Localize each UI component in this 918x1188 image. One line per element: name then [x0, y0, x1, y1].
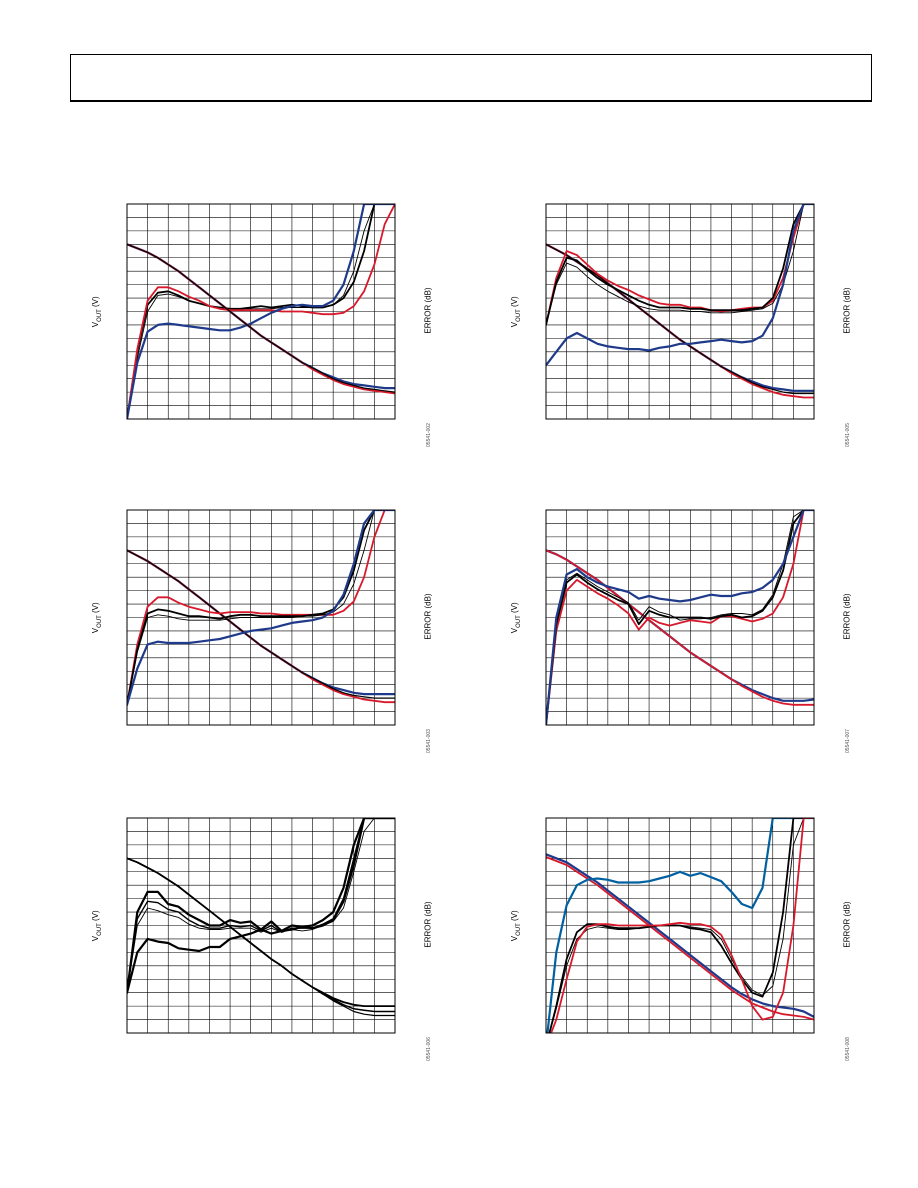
series-line	[546, 549, 814, 706]
series-line	[546, 510, 814, 725]
chart-svg	[545, 817, 815, 1034]
y-axis-label-left: VOUT (V)	[510, 910, 522, 942]
plot-frame	[126, 509, 396, 726]
series-line	[127, 510, 395, 706]
figure-id-label: 05541-002	[426, 423, 432, 447]
y-axis-label-left: VOUT (V)	[91, 602, 103, 634]
chart-panel: VOUT (V) ERROR (dB) 05541-008	[503, 806, 852, 1076]
plot-frame	[545, 817, 815, 1034]
y-axis-label-right: ERROR (dB)	[842, 593, 852, 640]
chart-svg	[126, 203, 396, 420]
y-axis-label-left: VOUT (V)	[510, 296, 522, 328]
figure-id-label: 05541-005	[845, 423, 851, 447]
chart-svg	[126, 509, 396, 726]
y-axis-label-right: ERROR (dB)	[842, 287, 852, 334]
grid	[127, 204, 395, 419]
chart-panel: VOUT (V) ERROR (dB) 05541-006	[84, 806, 433, 1076]
series-line	[546, 243, 814, 395]
y-axis-label-left: VOUT (V)	[91, 296, 103, 328]
series-line	[127, 857, 395, 1017]
series-line	[127, 510, 395, 706]
plot-frame	[126, 203, 396, 420]
series-line	[127, 818, 395, 994]
series-line	[546, 856, 814, 1021]
series-line	[127, 510, 395, 706]
series-line	[546, 510, 814, 725]
chart-panel: VOUT (V) ERROR (dB) 05541-007	[503, 498, 852, 768]
plot-frame	[545, 203, 815, 420]
series-line	[127, 818, 395, 994]
series-line	[550, 818, 814, 1033]
y-axis-label-right: ERROR (dB)	[842, 901, 852, 948]
chart-panel: VOUT (V) ERROR (dB) 05541-003	[84, 498, 433, 768]
plot-frame	[126, 817, 396, 1034]
series-line	[127, 857, 395, 1013]
figure-id-label: 05541-008	[845, 1037, 851, 1061]
figure-id-label: 05541-006	[426, 1037, 432, 1061]
figure-id-label: 05541-007	[845, 729, 851, 753]
series-line	[546, 204, 814, 367]
series-line	[546, 204, 814, 326]
y-axis-label-right: ERROR (dB)	[423, 593, 433, 640]
series-line	[546, 853, 814, 1018]
y-axis-label-left: VOUT (V)	[510, 602, 522, 634]
series-line	[127, 204, 395, 419]
series-line	[127, 243, 395, 393]
grid	[127, 818, 395, 1033]
y-axis-label-right: ERROR (dB)	[423, 287, 433, 334]
series-line	[127, 204, 395, 419]
chart-panel: VOUT (V) ERROR (dB) 05541-002	[84, 192, 433, 462]
y-axis-label-right: ERROR (dB)	[423, 901, 433, 948]
series-line	[546, 510, 814, 725]
series-line	[127, 818, 395, 994]
y-axis-label-left: VOUT (V)	[91, 910, 103, 942]
series-line	[127, 549, 395, 696]
plot-frame	[545, 509, 815, 726]
series-line	[546, 204, 814, 326]
series-line	[127, 818, 395, 994]
series-line	[127, 549, 395, 699]
series-line	[127, 510, 395, 706]
chart-svg	[545, 509, 815, 726]
figure-id-label: 05541-003	[426, 729, 432, 753]
series-line	[546, 510, 814, 725]
page-header-box	[70, 54, 872, 102]
chart-svg	[126, 817, 396, 1034]
series-line	[546, 818, 814, 1033]
chart-panel: VOUT (V) ERROR (dB) 05541-005	[503, 192, 852, 462]
chart-svg	[545, 203, 815, 420]
series-line	[127, 549, 395, 704]
series-line	[127, 204, 395, 419]
series-line	[546, 204, 814, 326]
series-line	[127, 204, 395, 419]
series-line	[549, 818, 814, 1033]
